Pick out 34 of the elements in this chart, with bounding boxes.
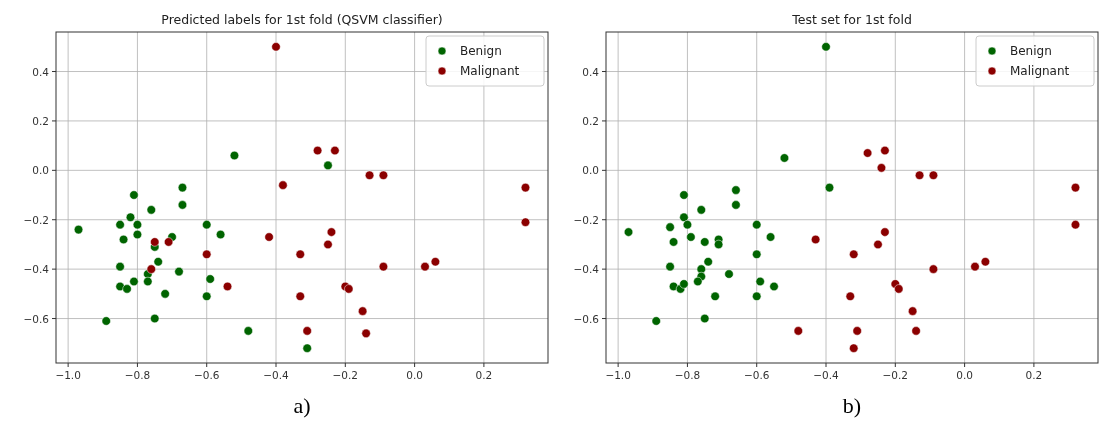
y-tick-label: 0.4 <box>32 65 50 78</box>
x-tick-label: −0.4 <box>813 369 840 381</box>
x-tick-label: −0.6 <box>193 369 220 381</box>
y-tick-label: 0.0 <box>582 164 599 177</box>
x-tick-label: 0.2 <box>1025 369 1043 381</box>
x-tick-label: −0.8 <box>124 369 151 381</box>
y-tick-label: −0.2 <box>573 213 599 226</box>
y-tick-label: −0.6 <box>573 312 600 325</box>
x-tick-label: 0.0 <box>406 369 423 381</box>
x-tick-label: −0.2 <box>882 369 909 381</box>
y-tick-label: −0.2 <box>23 213 49 226</box>
legend-label: Benign <box>460 44 502 58</box>
y-tick-label: 0.0 <box>32 164 49 177</box>
legend-label: Malignant <box>1010 64 1070 78</box>
x-tick-label: −0.6 <box>743 369 770 381</box>
text: a) <box>293 393 311 418</box>
y-tick-label: 0.2 <box>582 114 599 127</box>
x-tick-label: 0.2 <box>475 369 493 381</box>
x-tick-label: −0.8 <box>674 369 701 381</box>
legend-label: Benign <box>1010 44 1052 58</box>
x-tick-label: −0.2 <box>332 369 359 381</box>
x-tick-label: 0.0 <box>956 369 973 381</box>
y-tick-label: 0.4 <box>582 65 600 78</box>
text: b) <box>842 393 862 418</box>
x-tick-label: −0.4 <box>263 369 290 381</box>
y-tick-label: −0.4 <box>23 263 50 276</box>
chart-title: Test set for 1st fold <box>791 12 912 27</box>
y-tick-label: −0.4 <box>573 263 600 276</box>
x-tick-label: −1.0 <box>55 369 81 381</box>
y-tick-label: −0.6 <box>23 312 50 325</box>
legend-label: Malignant <box>460 64 520 78</box>
y-tick-label: 0.2 <box>32 114 49 127</box>
chart-title: Predicted labels for 1st fold (QSVM classifier) <box>161 12 443 27</box>
x-tick-label: −1.0 <box>605 369 631 381</box>
